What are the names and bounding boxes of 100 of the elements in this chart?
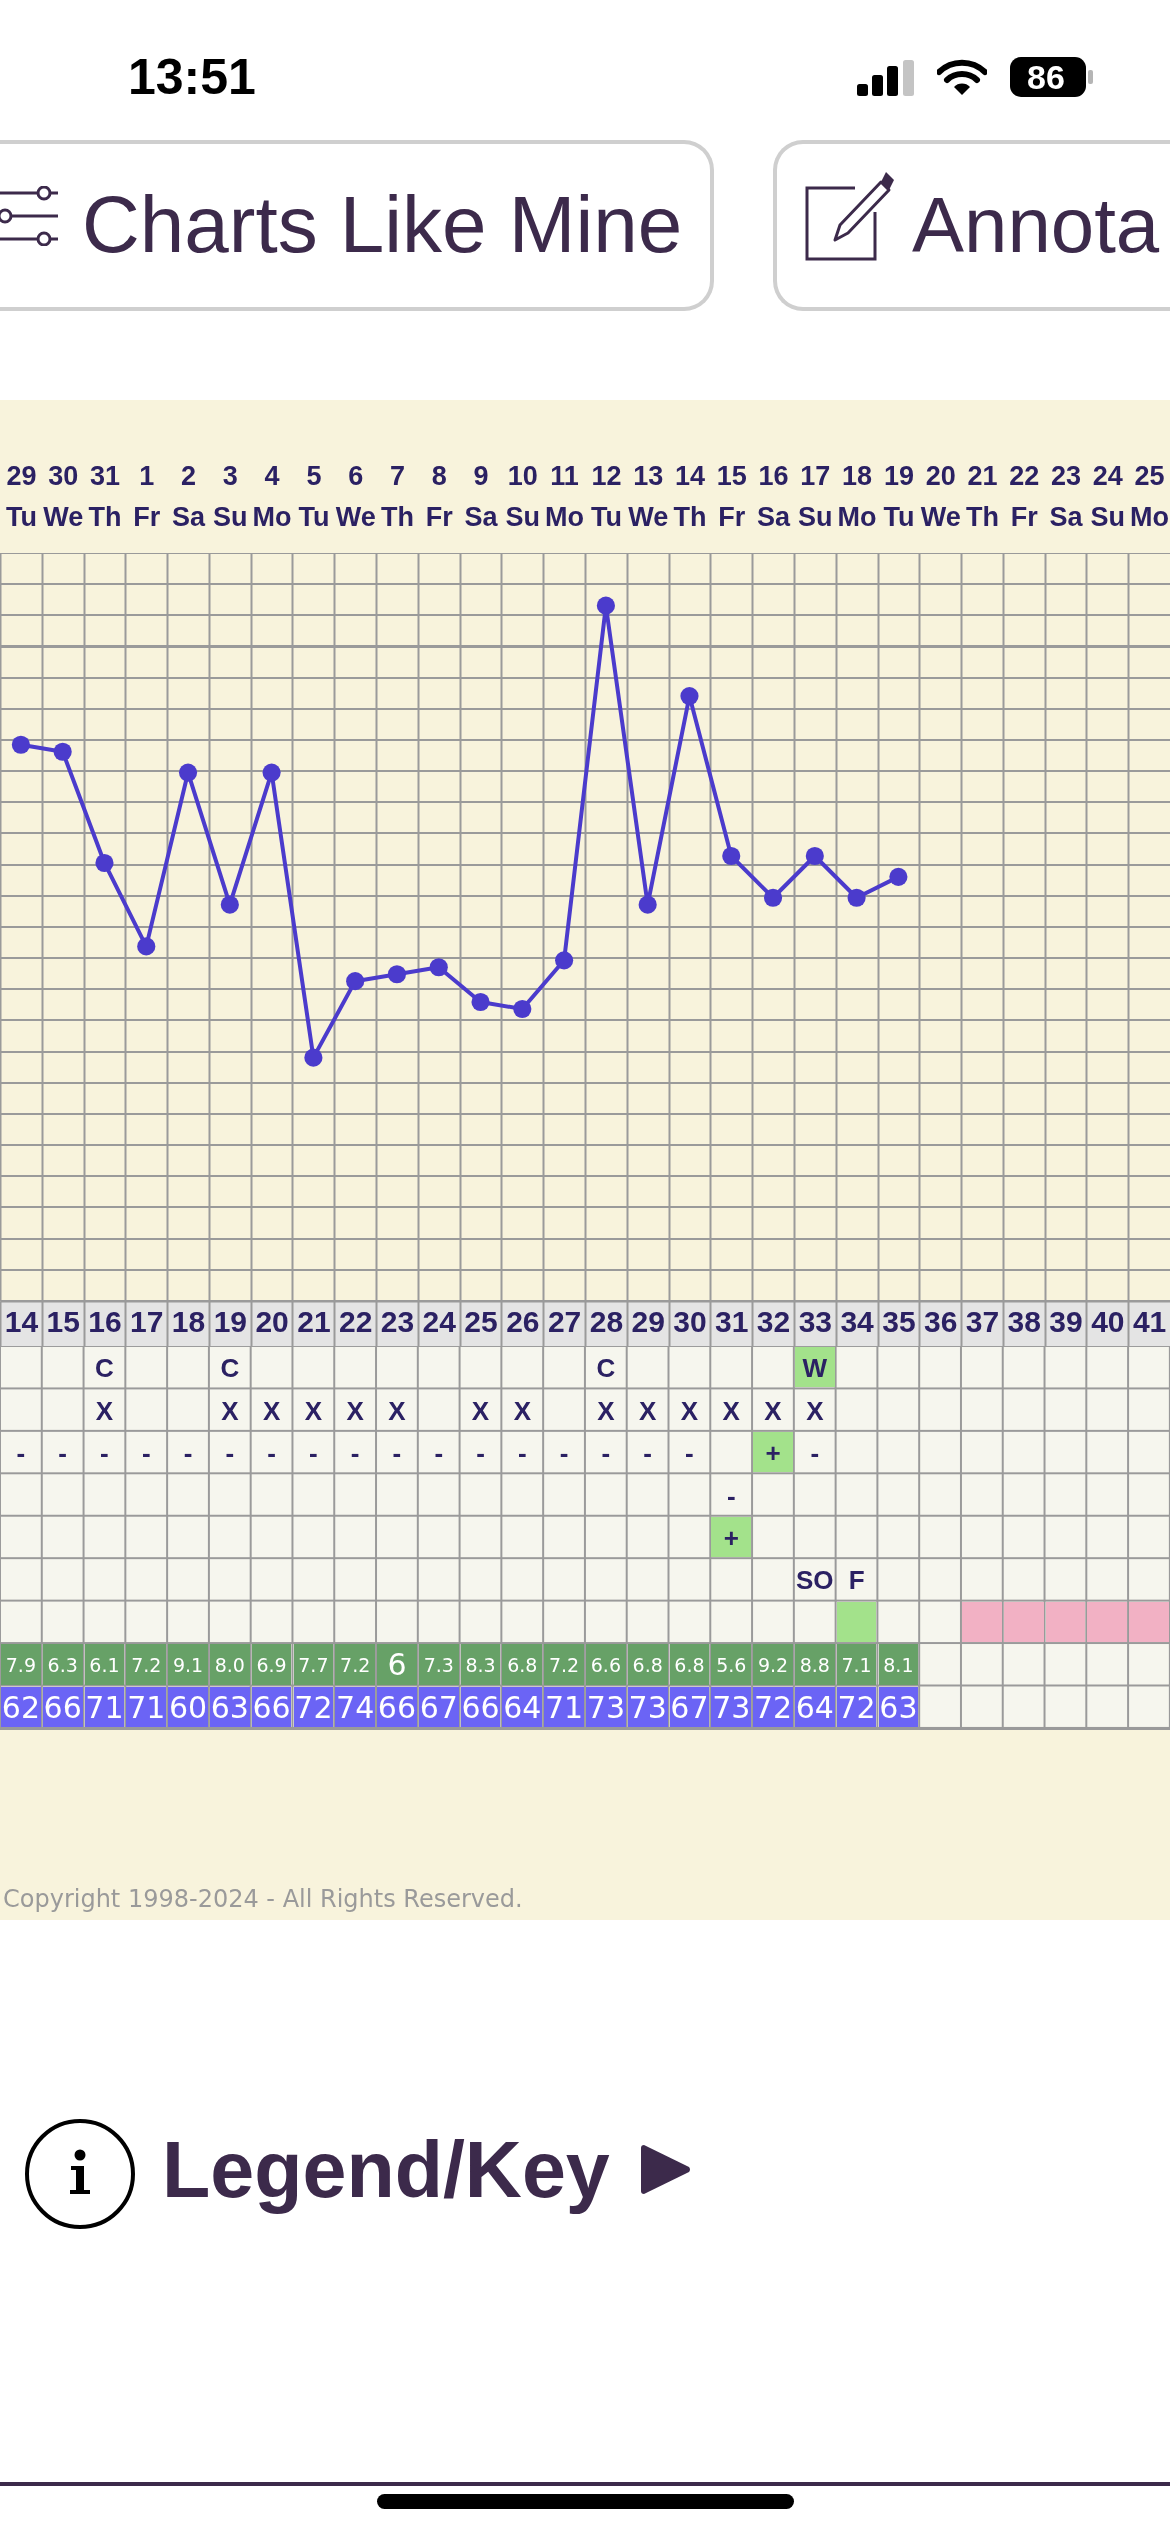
text: X: [388, 1395, 406, 1426]
x-tick-label: 39: [1049, 1305, 1083, 1338]
text: Annota: [912, 181, 1160, 269]
text: X: [95, 1395, 114, 1426]
x-tick-label: 25: [464, 1305, 498, 1338]
text: +: [765, 1438, 781, 1469]
text: 8.3: [465, 1653, 496, 1676]
x2-tick-label: 25 Mo: [1130, 460, 1170, 532]
text: SO: [796, 1565, 834, 1596]
x-tick-label: 27: [547, 1305, 582, 1338]
text: -: [267, 1438, 276, 1469]
text: 7.2: [340, 1653, 371, 1676]
x2-tick-label: 24 Su: [1090, 460, 1126, 532]
text: X: [680, 1395, 699, 1426]
x2-tick-label: 22 Fr: [1009, 460, 1040, 532]
x2-tick-label: 20 We: [920, 460, 961, 532]
text: X: [513, 1395, 531, 1426]
text: 6.3: [47, 1653, 78, 1676]
x-tick-label: 29: [631, 1305, 665, 1338]
x-tick-label: 31: [715, 1305, 749, 1338]
text: -: [183, 1438, 193, 1469]
x2-tick-label: 31 Th: [88, 460, 122, 532]
x-tick-label: 14: [4, 1305, 39, 1338]
text: C: [596, 1353, 616, 1384]
text: X: [471, 1395, 490, 1426]
text: 9.1: [172, 1653, 204, 1676]
text: -: [601, 1438, 611, 1469]
text: 6: [387, 1647, 407, 1683]
x2-tick-label: 29 Tu: [5, 460, 37, 532]
x-tick-label: 18: [171, 1305, 206, 1338]
x-tick-label: 23: [380, 1305, 415, 1338]
text: -: [58, 1438, 68, 1469]
text: -: [100, 1438, 109, 1469]
text: -: [810, 1438, 820, 1469]
text: C: [220, 1353, 240, 1384]
text: 7.7: [298, 1653, 329, 1676]
text: Legend/Key: [162, 2125, 610, 2214]
text: -: [643, 1438, 653, 1469]
x2-tick-label: 11 Mo: [545, 460, 585, 532]
text: W: [802, 1353, 828, 1384]
x-tick-label: 16: [88, 1305, 122, 1338]
x2-tick-label: 13 We: [628, 460, 669, 532]
text: 6.8: [674, 1653, 705, 1676]
text: X: [262, 1395, 281, 1426]
text: 8.8: [799, 1653, 830, 1676]
text: -: [16, 1438, 26, 1469]
text: Charts Like Mine: [82, 180, 683, 269]
x2-tick-label: 17 Su: [798, 460, 833, 532]
text: -: [141, 1438, 151, 1469]
x-tick-label: 28: [589, 1305, 624, 1338]
text: X: [221, 1395, 239, 1426]
x2-tick-label: 10 Su: [505, 460, 541, 532]
x2-tick-label: 16 Sa: [757, 460, 792, 532]
text: 7.9: [5, 1653, 36, 1676]
text: -: [476, 1438, 485, 1469]
x2-tick-label: 2 Sa: [172, 460, 207, 532]
x2-tick-label: 12 Tu: [590, 460, 622, 532]
text: X: [639, 1395, 657, 1426]
x-tick-label: 17: [130, 1305, 164, 1338]
x2-tick-label: 9 Sa: [464, 460, 499, 532]
x2-tick-label: 6 We: [335, 460, 376, 532]
x2-tick-label: 3 Su: [213, 460, 248, 532]
x-tick-label: 20: [255, 1305, 289, 1338]
x2-tick-label: 15 Fr: [716, 460, 747, 532]
text: X: [764, 1395, 782, 1426]
text: -: [434, 1438, 444, 1469]
x-tick-label: 34: [840, 1305, 875, 1338]
text: X: [806, 1395, 824, 1426]
text: 5.6: [716, 1653, 747, 1676]
text: -: [309, 1438, 318, 1469]
text: X: [722, 1395, 740, 1426]
x2-tick-label: 19 Tu: [883, 460, 915, 532]
text: -: [559, 1438, 569, 1469]
text: +: [723, 1522, 739, 1553]
text: 86: [1027, 57, 1065, 97]
text: -: [392, 1438, 402, 1469]
text: 9.2: [757, 1653, 789, 1676]
text: F: [848, 1565, 865, 1596]
x-tick-label: 24: [422, 1305, 457, 1338]
x2-tick-label: 18 Mo: [837, 460, 877, 532]
text: X: [304, 1395, 323, 1426]
x-tick-label: 30: [673, 1305, 707, 1338]
text: 6.9: [256, 1653, 287, 1676]
text: 8.1: [883, 1653, 914, 1676]
text: -: [225, 1438, 235, 1469]
x-tick-label: 32: [756, 1305, 791, 1338]
x-tick-label: 33: [798, 1305, 833, 1338]
text: -: [726, 1480, 736, 1511]
x-tick-label: 15: [46, 1305, 80, 1338]
x2-tick-label: 21 Th: [965, 460, 999, 532]
text: -: [685, 1438, 694, 1469]
text: 7.2: [548, 1653, 580, 1676]
x-tick-label: 19: [213, 1305, 248, 1338]
x-tick-label: 35: [882, 1305, 916, 1338]
text: 6.6: [590, 1653, 621, 1676]
text: C: [95, 1353, 114, 1384]
text: 7.3: [423, 1653, 454, 1676]
text: 7.2: [131, 1653, 162, 1676]
x-tick-label: 41: [1132, 1305, 1167, 1338]
x2-tick-label: 1 Fr: [133, 460, 161, 532]
